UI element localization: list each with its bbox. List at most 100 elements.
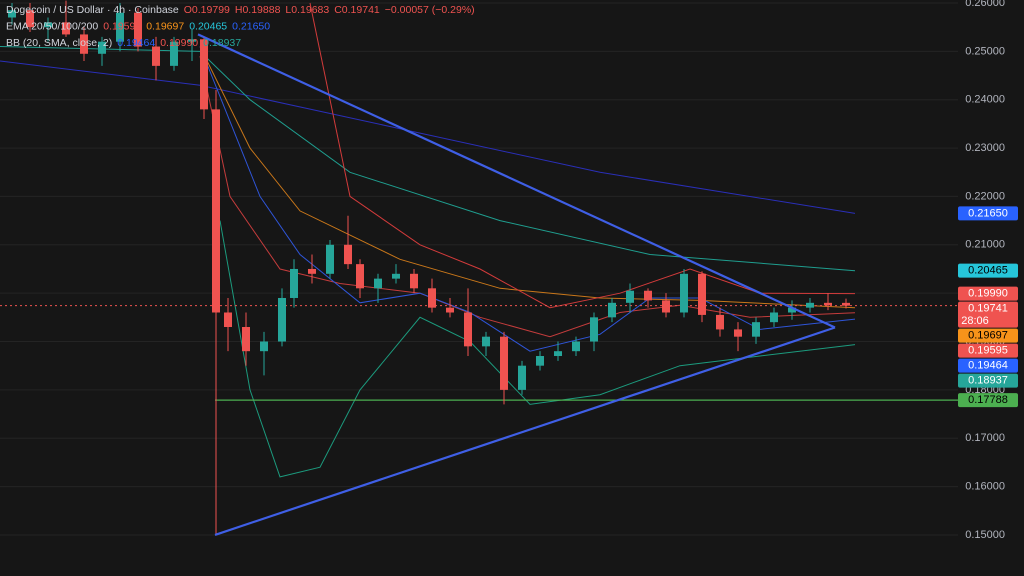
candle-body [788,307,796,313]
y-tick-label: 0.24000 [965,94,1005,106]
price-timer: 28:06 [961,315,989,327]
candle-body [680,273,688,313]
candle-body [428,288,436,308]
y-tick-label: 0.15000 [965,529,1005,541]
candle-body [716,314,724,330]
price-label-box [958,393,1018,408]
header-item: EMA 20/50/100/200 [6,20,98,32]
candle-body [806,302,814,308]
candle-body [626,290,634,303]
header-row: EMA 20/50/100/200 0.19595 0.19697 0.20465 0.… [6,20,270,32]
price-label: 0.21650 [968,207,1008,219]
header-item: H0.19888 [235,4,281,16]
header-item: 0.19464 [117,37,155,49]
candle-body [644,290,652,301]
candle-body [446,307,454,313]
candle-body [308,268,316,274]
price-label-box [958,286,1018,301]
price-label-box [958,343,1018,358]
candle-body [152,46,160,66]
candle-body [824,302,832,306]
candle-body [290,268,298,298]
candle-body [518,365,526,390]
legend-header: Dogecoin / US Dollar · 4h · Coinbase O0.1… [6,4,475,49]
y-tick-label: 0.17000 [965,432,1005,444]
header-item: 0.18937 [203,37,241,49]
candle-body [608,302,616,318]
candle-body [572,341,580,352]
price-label: 0.19990 [968,288,1008,300]
candle-body [356,264,364,289]
header-item: L0.19683 [285,4,329,16]
header-item: Dogecoin / US Dollar · 4h · Coinbase [6,4,179,16]
candle-body [482,336,490,347]
header-item: 0.19990 [160,37,198,49]
price-label: 0.19595 [968,345,1008,357]
price-label: 0.20465 [968,265,1008,277]
price-axis: 0.26000 0.25000 0.24000 0.23000 0.22000 0.210… [958,0,1018,541]
candle-body [752,322,760,337]
candle-body [134,12,142,47]
candle-body [536,356,544,366]
candle-body [392,273,400,279]
candle-body [44,22,52,28]
trendline [197,33,836,329]
y-tick-label: 0.16000 [965,480,1005,492]
indicator-line [309,2,856,309]
candle-body [662,300,670,313]
candle-body [188,39,196,42]
price-label: 0.19741 [968,303,1008,315]
y-tick-label: 0.21000 [965,239,1005,251]
price-label-box [958,206,1018,221]
header-item: O0.19799 [184,4,230,16]
indicator-line [219,220,856,478]
y-tick-label: 0.25000 [965,45,1005,57]
candle-body [344,244,352,265]
plot-area [0,0,958,536]
price-label-box [958,358,1018,373]
header-item: BB (20, SMA, close, 2) [6,37,112,49]
header-item: 0.19697 [146,20,184,32]
y-tick-label: 0.26000 [965,0,1005,9]
candle-body [8,10,16,18]
header-row: Dogecoin / US Dollar · 4h · Coinbase O0.1… [6,4,475,16]
header-item: 0.21650 [232,20,270,32]
candle-body [212,109,220,313]
price-label-box [958,328,1018,343]
header-row: BB (20, SMA, close, 2) 0.19464 0.19990 0.18… [6,37,241,49]
candle-body [170,41,178,66]
price-label: 0.18937 [968,375,1008,387]
header-item: −0.00057 (−0.29%) [385,4,475,16]
candle-body [500,336,508,390]
candle-body [554,351,562,357]
candle-body [374,278,382,289]
price-label: 0.19464 [968,360,1008,372]
y-tick-label: 0.23000 [965,142,1005,154]
candle-body [224,312,232,328]
candle-body [98,41,106,54]
header-item: C0.19741 [334,4,380,16]
candle-body [80,34,88,54]
indicator-line [199,46,856,352]
candle-body [770,312,778,323]
price-label-box [958,301,1018,328]
header-item: 0.20465 [189,20,227,32]
candle-body [26,10,34,28]
candle-body [464,312,472,347]
indicator-line [0,60,856,214]
candle-body [842,302,850,306]
candle-body [326,244,334,274]
price-label: 0.17788 [968,394,1008,406]
trendline [214,326,836,536]
candle-body [590,317,598,342]
candle-body [734,329,742,337]
price-label: 0.19697 [968,330,1008,342]
candle-body [62,22,70,35]
candle-body [278,297,286,342]
candle-body [242,327,250,352]
header-item: 0.19595 [103,20,141,32]
price-label-box [958,263,1018,278]
candle-body [116,12,124,42]
